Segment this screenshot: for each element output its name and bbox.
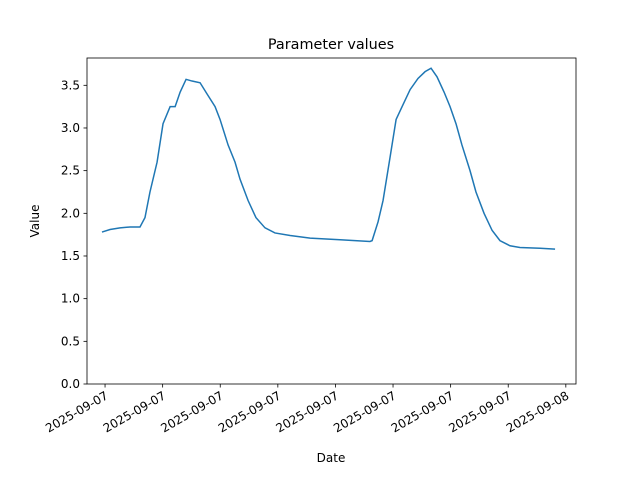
x-axis-label: Date: [317, 451, 346, 465]
x-tick-label: 2025-09-08: [504, 388, 571, 435]
data-line: [101, 67, 556, 250]
y-tick-label: 3.0: [61, 121, 80, 135]
plot-frame: [86, 57, 577, 385]
y-tick-label: 3.5: [61, 78, 80, 92]
y-tick-label: 2.5: [61, 164, 80, 178]
y-axis-label: Value: [28, 205, 42, 238]
x-tick-label: 2025-09-07: [101, 388, 168, 435]
y-tick-label: 0.0: [61, 377, 80, 391]
chart-title: Parameter values: [268, 37, 394, 53]
x-tick-label: 2025-09-07: [274, 388, 341, 435]
x-tick-label: 2025-09-07: [446, 388, 513, 435]
y-tick-label: 0.5: [61, 334, 80, 348]
y-tick-label: 2.0: [61, 206, 80, 220]
y-tick-label: 1.5: [61, 249, 80, 263]
y-tick-label: 1.0: [61, 292, 80, 306]
x-tick-label: 2025-09-07: [216, 388, 283, 435]
x-tick-label: 2025-09-07: [331, 388, 398, 435]
x-tick-label: 2025-09-07: [158, 388, 225, 435]
x-tick-label: 2025-09-07: [43, 388, 110, 435]
x-tick-label: 2025-09-07: [389, 388, 456, 435]
